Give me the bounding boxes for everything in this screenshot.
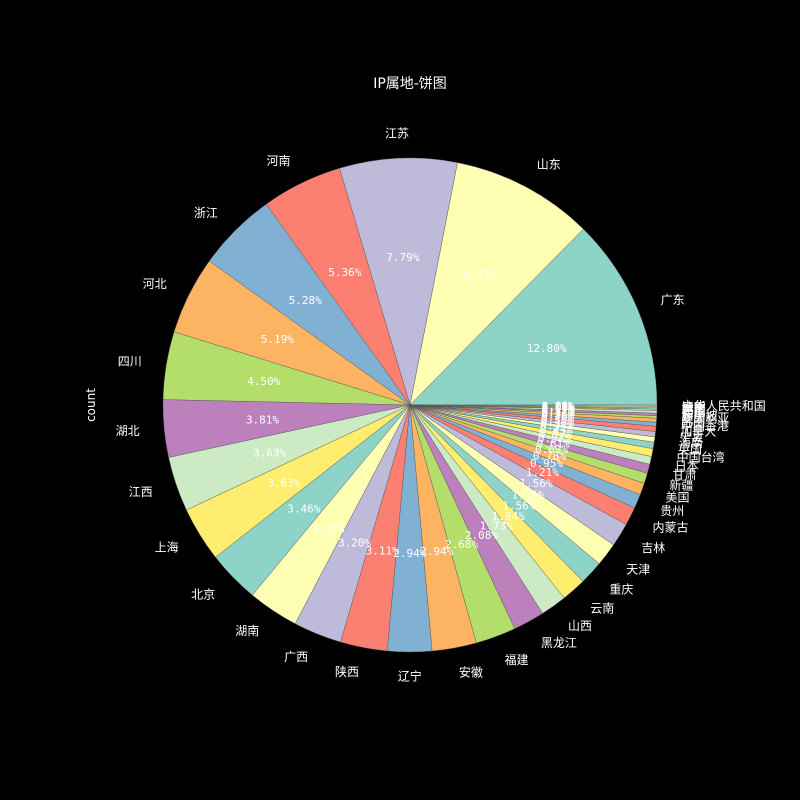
slice-category-label: 中华人民共和国 (682, 398, 766, 413)
slice-percent-label: 2.08% (465, 529, 498, 542)
slice-percent-label: 1.56% (502, 500, 535, 513)
slice-category-label: 陕西 (335, 664, 359, 679)
slice-percent-label: 5.19% (261, 333, 294, 346)
slice-category-label: 西藏 (682, 403, 706, 417)
slice-percent-label: 4.50% (247, 375, 280, 388)
slice-category-label: 浙江 (194, 206, 218, 220)
slice-percent-label: 2.94% (393, 547, 426, 560)
slice-percent-label: 0.69% (535, 443, 568, 456)
y-axis-label: count (84, 388, 98, 422)
slice-percent-label: 0.17% (541, 406, 574, 419)
pie-slice (409, 404, 658, 407)
pie-slice (339, 157, 458, 406)
slice-percent-label: 0.09% (542, 401, 575, 414)
slice-category-label: 中国香港 (681, 418, 729, 433)
slice-percent-label: 3.63% (267, 477, 300, 490)
slice-percent-label: 1.56% (520, 477, 553, 490)
slice-percent-label: 1.73% (480, 520, 513, 533)
slice-category-label: 福建 (505, 652, 529, 667)
slice-category-label: 江苏 (385, 127, 409, 141)
slice-percent-label: 0.09% (542, 399, 575, 412)
slice-category-label: 四川 (118, 354, 142, 368)
slice-category-label: 安徽 (459, 664, 483, 679)
slice-category-label: 法国 (682, 400, 706, 414)
slice-percent-label: 0.26% (541, 408, 574, 421)
slice-category-label: 云南 (590, 600, 614, 615)
slice-category-label: 加拿大 (680, 423, 716, 438)
slice-percent-label: 3.20% (338, 536, 371, 549)
slice-percent-label: 3.46% (287, 502, 320, 515)
slice-category-label: 上海 (155, 539, 179, 554)
slice-category-label: 湖北 (116, 423, 140, 438)
slice-category-label: 甘肃 (673, 468, 697, 482)
slice-category-label: 山东 (537, 158, 561, 172)
slice-percent-label: 0.09% (542, 400, 575, 413)
slice-percent-label: 0.26% (541, 411, 574, 424)
pie-slice (409, 228, 658, 406)
slice-percent-label: 0.61% (537, 437, 570, 450)
slice-category-label: 德国 (682, 405, 706, 420)
slice-percent-label: 7.79% (386, 251, 419, 264)
slice-category-label: 江西 (129, 485, 153, 499)
slice-percent-label: 0.35% (540, 420, 573, 433)
slice-category-label: 辽宁 (398, 669, 422, 684)
percent-labels: 12.80% 9.43% 7.79% 5.36% 5.28% 5.19% 4.50% 3.81… (246, 251, 575, 560)
slice-category-label: 黑龙江 (541, 636, 577, 650)
pie-slices (162, 157, 658, 653)
slice-category-label: 中国台湾 (677, 449, 725, 464)
slice-category-label: 河北 (143, 277, 167, 291)
slice-category-label: 天津 (626, 562, 650, 576)
slice-category-label: 吉林 (641, 541, 665, 555)
slice-percent-label: 3.37% (311, 522, 344, 535)
pie-slice (409, 162, 584, 406)
slice-category-label: 河南 (266, 153, 290, 168)
slice-percent-label: 0.35% (541, 417, 574, 430)
slice-percent-label: 0.17% (542, 403, 575, 416)
slice-category-label: 日本 (675, 459, 699, 473)
slice-percent-label: 0.52% (538, 432, 571, 445)
slice-percent-label: 0.95% (530, 457, 563, 470)
slice-percent-label: 0.09% (542, 402, 575, 415)
slice-category-label: 宁夏 (680, 429, 704, 444)
slice-percent-label: 2.68% (445, 538, 478, 551)
slice-category-label: 湖南 (235, 623, 259, 638)
slice-percent-label: 5.28% (289, 294, 322, 307)
slice-percent-label: 0.43% (540, 423, 573, 436)
slice-category-label: 澳大利亚 (681, 411, 729, 425)
slice-percent-label: 3.63% (253, 447, 286, 460)
slice-percent-label: 5.36% (328, 266, 361, 279)
slice-category-label: 山西 (568, 619, 592, 633)
slice-category-label: 美国 (666, 490, 690, 504)
slice-percent-label: 1.64% (492, 510, 525, 523)
chart-title: IP属地-饼图 (373, 76, 447, 92)
slice-percent-label: 3.81% (246, 413, 279, 426)
slice-category-label: 北京 (191, 587, 215, 601)
slice-percent-label: 1.21% (526, 466, 559, 479)
slice-percent-label: 0.78% (533, 449, 566, 462)
slice-percent-label: 0.35% (541, 413, 574, 426)
slice-category-label: 新疆 (669, 478, 693, 493)
slice-category-label: 英国 (678, 443, 702, 457)
slice-percent-label: 3.11% (366, 545, 399, 558)
slice-percent-label: 12.80% (527, 342, 567, 355)
slice-percent-label: 0.52% (539, 428, 572, 441)
slice-category-label: 海南 (679, 435, 703, 450)
slice-category-label: 重庆 (609, 583, 633, 597)
slice-category-label: 越南 (682, 401, 706, 416)
slice-category-label: 广东 (661, 293, 685, 307)
slice-category-label: 新加坡 (682, 407, 718, 422)
slice-percent-label: 1.56% (511, 489, 544, 502)
slice-percent-label: 2.94% (420, 545, 453, 558)
slice-percent-label: 9.43% (463, 268, 496, 281)
slice-percent-label: 0.17% (542, 405, 575, 418)
slice-category-label: 韩国 (681, 414, 705, 429)
slice-category-label: 内蒙古 (653, 519, 689, 534)
slice-category-label: 贵州 (660, 504, 684, 518)
slice-category-label: 广西 (284, 650, 308, 664)
